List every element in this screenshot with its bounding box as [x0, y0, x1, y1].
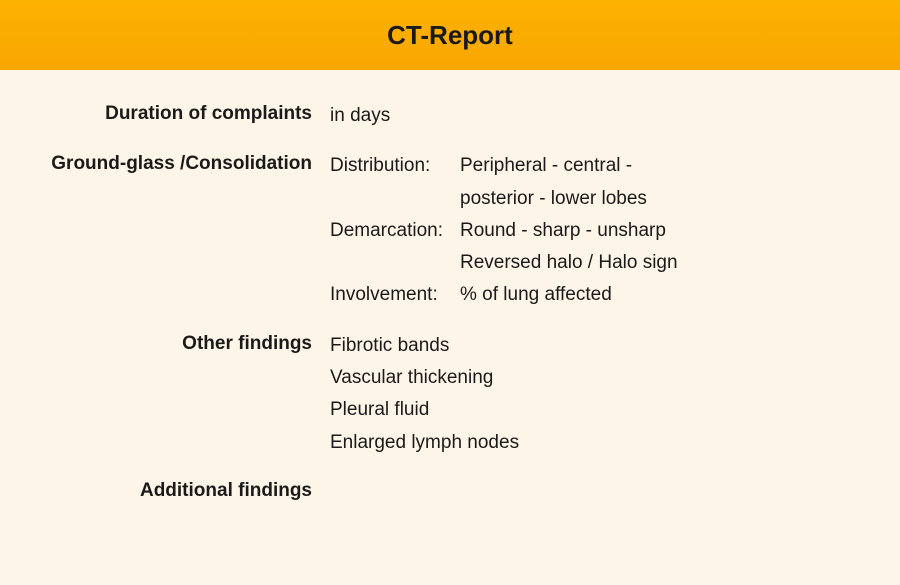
- value-other-findings: Fibrotic bands Vascular thickening Pleur…: [330, 330, 870, 459]
- demarcation-line2: Reversed halo / Halo sign: [460, 247, 678, 279]
- label-additional-findings: Additional findings: [30, 477, 330, 506]
- label-ground-glass: Ground-glass /Consolidation: [30, 150, 330, 311]
- sub-value-demarcation: Round - sharp - unsharp Reversed halo / …: [460, 215, 678, 280]
- label-duration: Duration of complaints: [30, 100, 330, 132]
- other-finding-item: Vascular thickening: [330, 362, 870, 394]
- row-additional-findings: Additional findings: [30, 477, 870, 506]
- value-ground-glass: Distribution: Peripheral - central - pos…: [330, 150, 870, 311]
- sub-value-involvement: % of lung affected: [460, 279, 612, 311]
- label-other-findings: Other findings: [30, 330, 330, 459]
- sub-involvement: Involvement: % of lung affected: [330, 279, 870, 311]
- row-duration: Duration of complaints in days: [30, 100, 870, 132]
- report-header: CT-Report: [0, 0, 900, 70]
- distribution-line1: Peripheral - central -: [460, 150, 647, 182]
- other-finding-item: Pleural fluid: [330, 394, 870, 426]
- report-body: Duration of complaints in days Ground-gl…: [0, 70, 900, 585]
- sub-label-involvement: Involvement:: [330, 279, 460, 311]
- report-title: CT-Report: [387, 20, 513, 51]
- other-finding-item: Enlarged lymph nodes: [330, 427, 870, 459]
- value-duration: in days: [330, 100, 870, 132]
- row-ground-glass: Ground-glass /Consolidation Distribution…: [30, 150, 870, 311]
- row-other-findings: Other findings Fibrotic bands Vascular t…: [30, 330, 870, 459]
- sub-label-distribution: Distribution:: [330, 150, 460, 182]
- distribution-line2: posterior - lower lobes: [460, 183, 647, 215]
- sub-value-distribution: Peripheral - central - posterior - lower…: [460, 150, 647, 215]
- other-finding-item: Fibrotic bands: [330, 330, 870, 362]
- sub-distribution: Distribution: Peripheral - central - pos…: [330, 150, 870, 215]
- sub-label-demarcation: Demarcation:: [330, 215, 460, 247]
- demarcation-line1: Round - sharp - unsharp: [460, 215, 678, 247]
- value-additional-findings: [330, 477, 870, 506]
- sub-demarcation: Demarcation: Round - sharp - unsharp Rev…: [330, 215, 870, 280]
